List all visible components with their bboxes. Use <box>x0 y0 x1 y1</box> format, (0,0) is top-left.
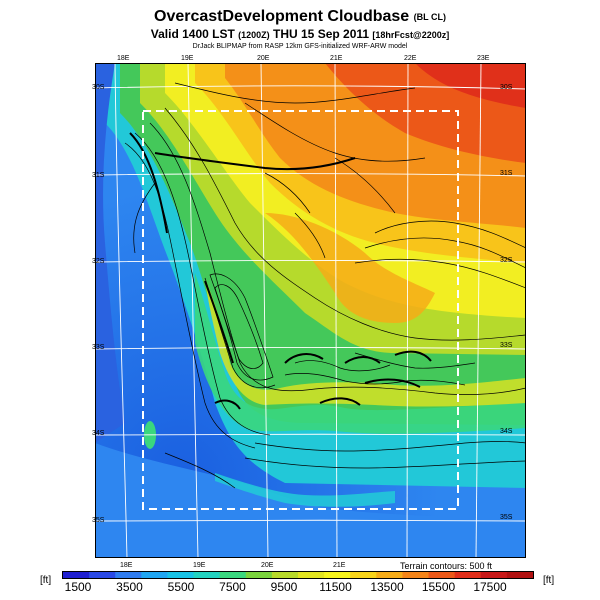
colorbar-tick-label: 9500 <box>270 580 298 594</box>
colorbar-swatch <box>219 572 247 578</box>
inner-domain-box <box>142 110 459 510</box>
valid-date: THU 15 Sep 2011 <box>273 27 370 41</box>
lon-label-top: 20E <box>257 55 270 62</box>
terrain-contours <box>124 82 526 489</box>
lon-label-top: 19E <box>181 55 194 62</box>
cloudbase-map <box>95 63 526 558</box>
lon-label-top: 23E <box>477 55 490 62</box>
colorbar-swatch <box>480 572 508 578</box>
colorbar-swatch <box>245 572 273 578</box>
west-ocean <box>95 63 125 443</box>
red-band <box>415 63 526 108</box>
colorbar-swatch <box>271 572 299 578</box>
lat-label-left: 30S <box>92 84 105 91</box>
colorbar-swatch <box>115 572 142 578</box>
colorbar-swatch <box>376 572 403 578</box>
lat-label-left: 34S <box>92 430 105 437</box>
colorbar-swatch <box>298 572 325 578</box>
lon-label-top: 18E <box>117 55 130 62</box>
lon-label-bottom: 21E <box>333 562 346 569</box>
colorbar-swatch <box>402 572 430 578</box>
colorbar-swatch <box>428 572 456 578</box>
south-ocean <box>95 443 526 558</box>
colorbar-unit-right: [ft] <box>543 575 555 586</box>
colorbar-swatch <box>454 572 482 578</box>
colorbar-swatch <box>324 572 351 578</box>
colorbar-tick-label: 17500 <box>473 580 507 594</box>
lat-label-right: 33S <box>500 342 513 349</box>
colorbar-swatch <box>506 572 533 578</box>
south-coast-cyan <box>215 473 395 507</box>
colorbar-swatch <box>350 572 377 578</box>
model-credit: DrJack BLIPMAP from RASP 12km GFS-initia… <box>192 43 408 50</box>
colorbar-tick-label: 3500 <box>116 580 143 594</box>
colorbar-swatch <box>89 572 116 578</box>
colorbar-swatch <box>167 572 195 578</box>
lat-label-left: 32S <box>92 258 105 265</box>
valid-time: Valid 1400 LST (1200Z) THU 15 Sep 2011 [… <box>0 27 600 41</box>
ridge-green <box>195 273 526 434</box>
valid-main: Valid 1400 LST <box>150 27 235 41</box>
lon-label-top: 22E <box>404 55 417 62</box>
title-tag: (BL CL) <box>413 11 446 22</box>
map-frame <box>95 63 526 558</box>
forecast-label: [18hrFcst@2200z] <box>372 30 450 40</box>
colorbar <box>62 571 534 579</box>
terrain-contour-note: Terrain contours: 500 ft <box>400 561 493 571</box>
lat-label-right: 30S <box>500 84 513 91</box>
lon-label-top: 21E <box>330 55 343 62</box>
lat-label-left: 35S <box>92 517 105 524</box>
lon-label-bottom: 18E <box>120 562 133 569</box>
colorbar-tick-label: 13500 <box>370 580 404 594</box>
valid-utc: (1200Z) <box>238 30 270 40</box>
lat-label-right: 31S <box>500 170 513 177</box>
orange-tongue <box>265 213 435 323</box>
lat-label-right: 34S <box>500 428 513 435</box>
colorbar-swatch <box>63 572 90 578</box>
lat-label-left: 31S <box>92 172 105 179</box>
colorbar-tick-label: 7500 <box>219 580 246 594</box>
lat-label-right: 32S <box>500 257 513 264</box>
colorbar-swatch <box>193 572 221 578</box>
lon-label-bottom: 20E <box>261 562 274 569</box>
colorbar-unit-left: [ft] <box>40 575 52 586</box>
colorbar-swatch <box>141 572 168 578</box>
lon-label-bottom: 19E <box>193 562 206 569</box>
major-contours <box>129 132 432 410</box>
lat-label-right: 35S <box>500 514 513 521</box>
colorbar-tick-label: 5500 <box>167 580 195 594</box>
title-main: OvercastDevelopment Cloudbase <box>154 8 410 25</box>
colorbar-tick-label: 15500 <box>421 580 456 594</box>
map-title: OvercastDevelopment Cloudbase (BL CL) <box>0 8 600 26</box>
colorbar-tick-label: 1500 <box>64 580 92 594</box>
colorbar-tick-label: 11500 <box>319 580 352 594</box>
lat-label-left: 33S <box>92 344 105 351</box>
